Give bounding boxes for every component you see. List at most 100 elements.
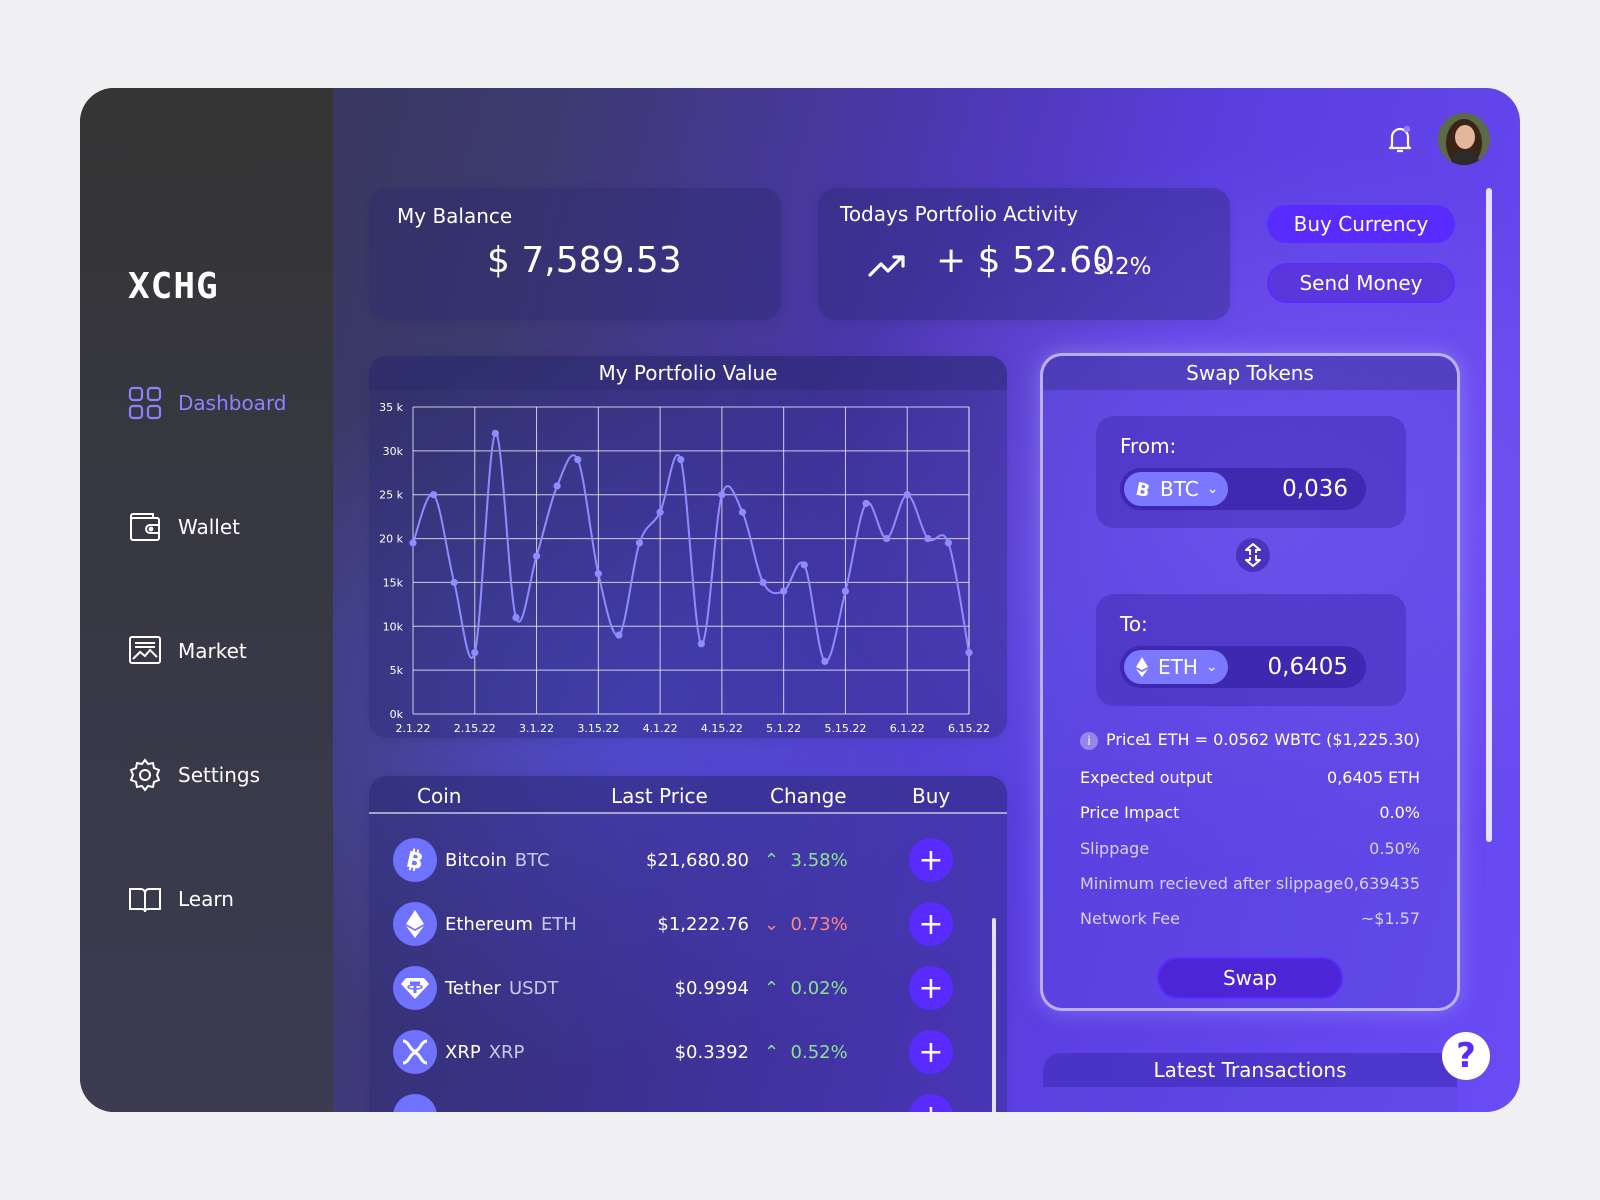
info-icon: i [1080,732,1098,750]
data-point [471,649,479,657]
bitcoin-icon: B [393,838,437,882]
sidebar-item-settings[interactable]: Settings [128,758,260,792]
portfolio-line-chart: 0k 5k 10k 15k 20 k 25 k 30k 35 k 2.1.22 2.15.22 3.… [379,401,990,735]
data-point [862,499,870,508]
from-token-select[interactable]: B BTC ⌄ [1124,472,1229,506]
y-tick-label: 0k [390,708,404,721]
coins-table: Coin Last Price Change Buy B Bitcoin BTC … [369,776,1007,1112]
plus-icon: + [918,1099,943,1113]
sidebar-item-wallet[interactable]: Wallet [128,510,240,544]
data-point [924,534,932,543]
from-amount-field[interactable]: B BTC ⌄ 0,036 [1120,468,1366,510]
coin-change: ⌃ 0.52% [764,1042,848,1063]
info-key-text: Price [1106,730,1146,749]
x-tick-label: 4.1.22 [643,722,678,735]
chevron-down-icon: ⌄ [1206,481,1219,497]
table-row: Ethereum ETH $1,222.76 ⌄ 0.73% + [369,900,969,952]
x-tick-label: 6.15.22 [948,722,990,735]
buy-ethereum-button[interactable]: + [909,902,953,946]
data-point [491,429,499,437]
sidebar-item-label: Market [178,639,247,663]
coins-scrollbar[interactable] [992,918,996,1112]
x-tick-label: 6.1.22 [890,722,925,735]
coin-price: $1,222.76 [657,914,749,935]
gear-icon [129,758,161,792]
data-point [532,552,541,560]
table-row-partial: + [369,1092,969,1112]
x-tick-label: 4.15.22 [701,722,743,735]
book-icon [129,888,161,913]
ethereum-icon [1136,657,1148,677]
data-point [780,587,788,595]
send-money-button[interactable]: Send Money [1267,263,1455,303]
transactions-title: Latest Transactions [1043,1053,1457,1087]
buy-tether-button[interactable]: + [909,966,953,1010]
sidebar-item-learn[interactable]: Learn [128,882,234,916]
data-point [738,508,747,516]
coin-price: $0.3392 [674,1042,749,1063]
coin-name-text: Ethereum [445,914,533,935]
sidebar-item-label: Dashboard [178,391,287,415]
swap-from-box: From: B BTC ⌄ 0,036 [1096,416,1406,528]
bitcoin-icon: B [1134,479,1152,499]
x-tick-label: 3.1.22 [519,722,554,735]
data-point [594,570,602,578]
help-button[interactable]: ? [1442,1032,1490,1080]
y-tick-label: 5k [390,664,404,677]
plus-icon: + [918,906,944,942]
y-tick-label: 15k [383,576,404,589]
data-point [409,539,417,547]
market-chart-icon [129,636,161,664]
info-value: 1 ETH = 0.0562 WBTC ($1,225.30) [1142,730,1420,749]
info-key: i Price [1080,730,1145,750]
coin-name-text: Tether [445,978,501,999]
plus-icon: + [918,970,944,1006]
table-row: XRP XRP $0.3392 ⌃ 0.52% + [369,1028,969,1080]
chevron-up-icon: ⌃ [764,1042,780,1063]
coin-change-value: 3.58% [790,850,848,871]
sidebar-item-label: Learn [178,887,234,911]
to-amount-field[interactable]: ETH ⌄ 0,6405 [1120,646,1366,688]
info-value: 0.50% [1369,839,1420,858]
coin-change-value: 0.52% [790,1042,848,1063]
data-point [944,539,953,547]
data-point [841,587,850,595]
dashboard-grid-icon [128,386,162,420]
avatar[interactable] [1438,113,1490,165]
swap-direction-button[interactable] [1236,538,1270,572]
tether-icon [393,966,437,1010]
chevron-up-icon: ⌃ [764,978,780,999]
svg-text:B: B [1134,479,1152,499]
coin-name-text: XRP [445,1042,481,1063]
x-tick-label: 2.1.22 [396,722,431,735]
sidebar-item-label: Wallet [178,515,241,539]
sidebar-item-label: Settings [178,763,261,787]
info-key: Price Impact [1080,803,1180,822]
buy-bitcoin-button[interactable]: + [909,838,953,882]
activity-title: Todays Portfolio Activity [840,202,1079,226]
buy-button[interactable]: + [909,1094,953,1112]
xrp-icon [393,1030,437,1074]
chevron-down-icon: ⌄ [1205,659,1218,675]
coin-name-text: Bitcoin [445,850,507,871]
swap-button[interactable]: Swap [1157,957,1343,999]
coin-change: ⌃ 0.02% [764,978,848,999]
coin-symbol: ETH [540,914,577,935]
info-value: 0,6405 ETH [1327,768,1420,787]
portfolio-chart-card: My Portfolio Value 0k 5k 10k 15k 20 k 25 k 30k… [369,356,1007,738]
coin-symbol: XRP [488,1042,525,1063]
x-tick-label: 5.15.22 [824,722,866,735]
sidebar-item-market[interactable]: Market [128,634,247,668]
data-point [759,578,767,587]
data-point [677,456,685,464]
page-scrollbar[interactable] [1486,188,1492,842]
header-buy: Buy [912,784,951,808]
header-last-price: Last Price [611,784,708,808]
plus-icon: + [918,842,944,878]
buy-xrp-button[interactable]: + [909,1030,953,1074]
buy-currency-button[interactable]: Buy Currency [1267,205,1455,243]
notification-bell-icon[interactable] [1386,124,1414,154]
to-token-select[interactable]: ETH ⌄ [1124,650,1228,684]
coin-icon [393,1094,437,1112]
sidebar-item-dashboard[interactable]: Dashboard [128,386,287,420]
